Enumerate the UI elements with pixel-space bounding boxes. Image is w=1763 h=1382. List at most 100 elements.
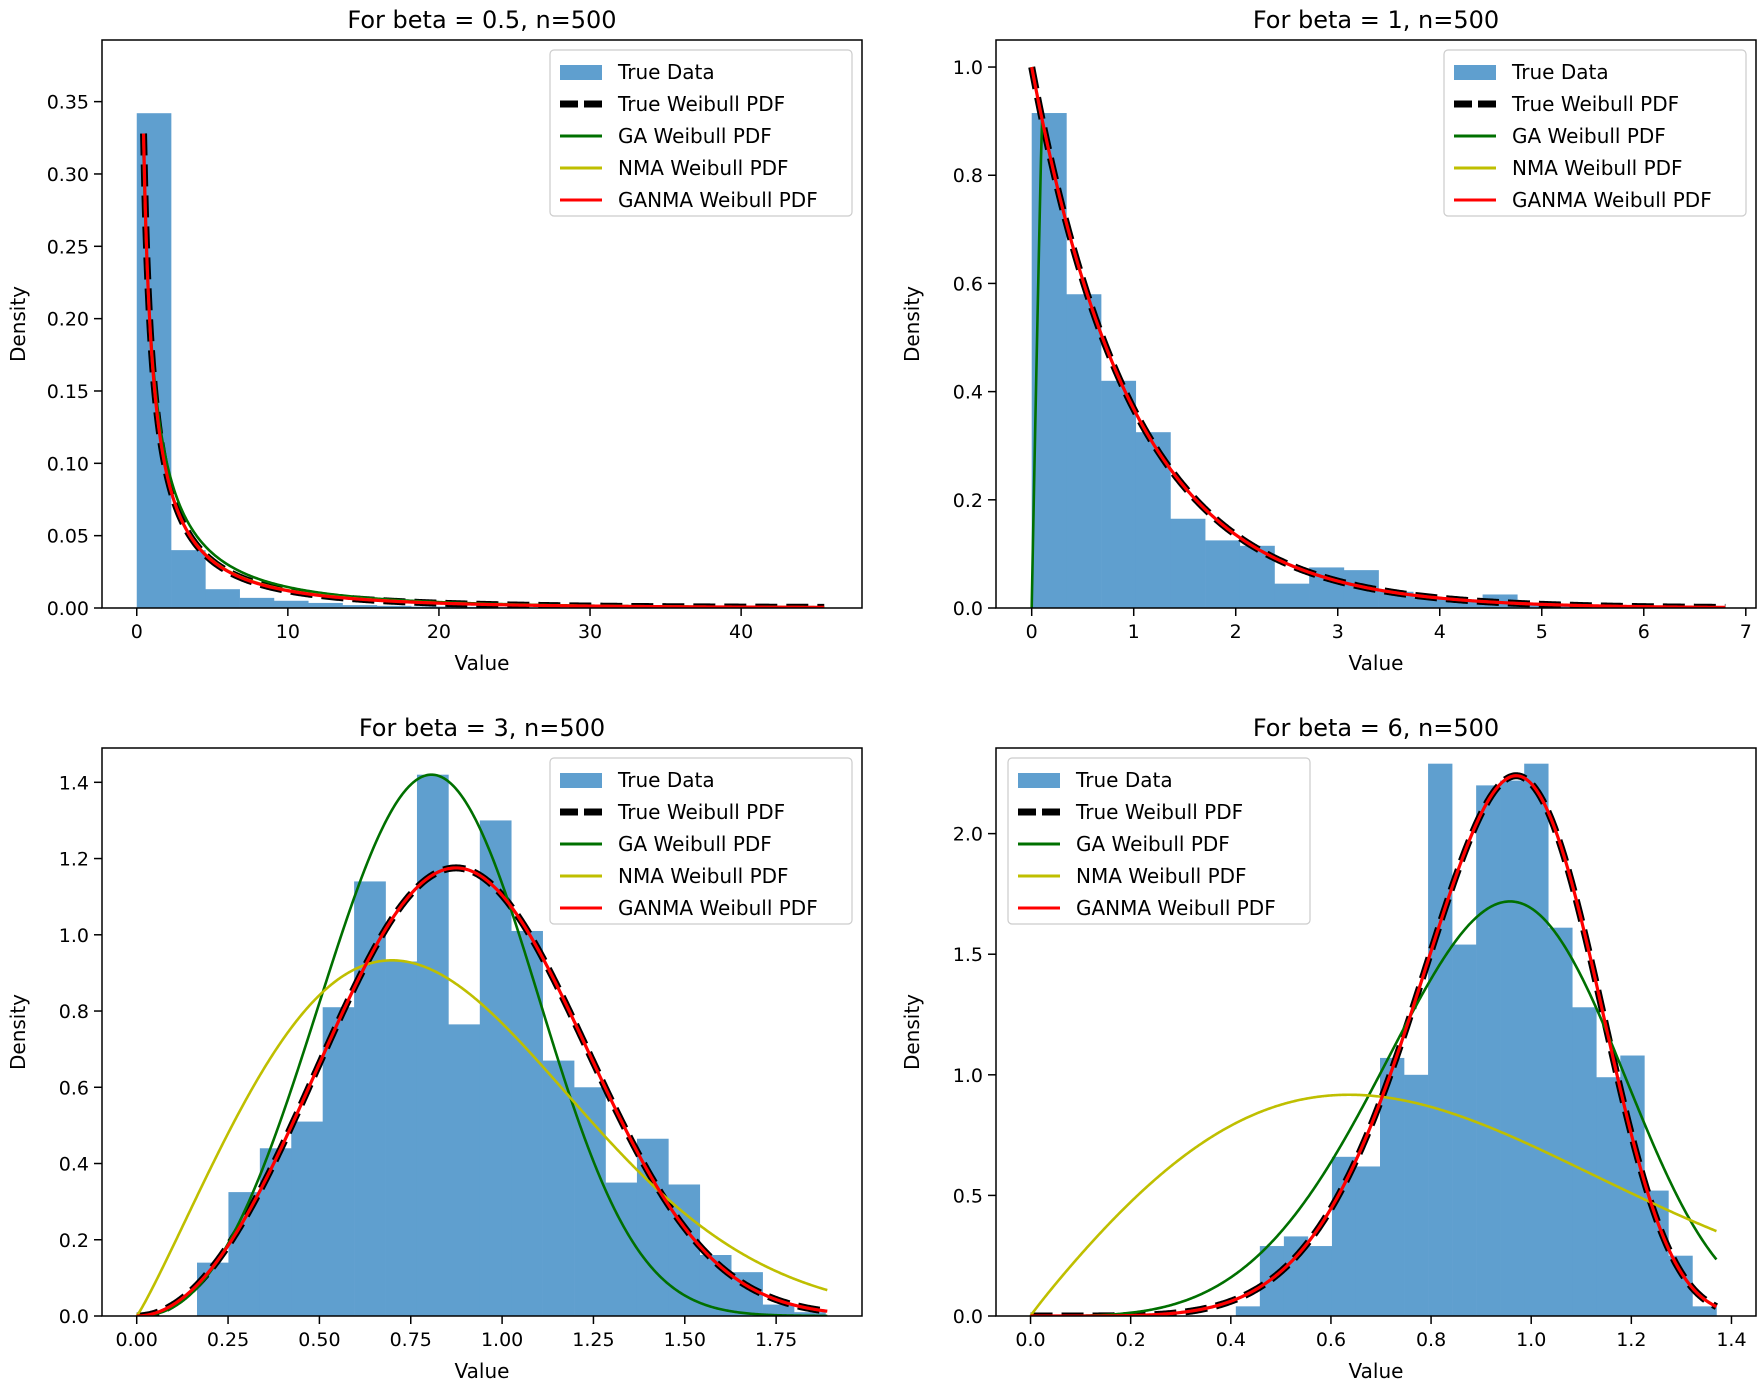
histogram-bar bbox=[1307, 1246, 1333, 1316]
histogram-bar bbox=[1692, 1306, 1717, 1316]
y-tick-label: 0.25 bbox=[47, 236, 89, 258]
legend-label: GANMA Weibull PDF bbox=[1512, 188, 1712, 212]
y-tick-label: 1.5 bbox=[953, 944, 983, 966]
y-tick-label: 0.2 bbox=[953, 490, 983, 512]
x-tick-label: 0.25 bbox=[207, 1329, 249, 1351]
legend-label: NMA Weibull PDF bbox=[618, 864, 789, 888]
histogram-bar bbox=[1596, 1077, 1621, 1316]
histogram-bar bbox=[1170, 518, 1206, 608]
legend: True Data True Weibull PDF GA Weibull PDF N… bbox=[549, 49, 853, 217]
y-tick-label: 0.05 bbox=[47, 526, 89, 548]
x-tick-label: 1.2 bbox=[1616, 1329, 1646, 1351]
y-tick-label: 0.8 bbox=[59, 1001, 89, 1023]
histogram-bar bbox=[1476, 785, 1501, 1316]
x-tick-label: 20 bbox=[427, 621, 451, 643]
ganma-weibull-pdf-line bbox=[136, 866, 828, 1316]
y-tick-label: 1.0 bbox=[953, 1065, 983, 1087]
histogram-bar bbox=[342, 605, 378, 608]
x-tick-label: 1.00 bbox=[481, 1329, 523, 1351]
y-tick-label: 0.8 bbox=[953, 165, 983, 187]
y-tick-label: 0.0 bbox=[953, 598, 983, 620]
histogram-bar bbox=[1548, 927, 1573, 1316]
histogram-bar bbox=[1066, 294, 1102, 608]
x-tick-label: 0.2 bbox=[1116, 1329, 1146, 1351]
y-tick-label: 1.0 bbox=[59, 925, 89, 947]
histogram-bar bbox=[1447, 599, 1483, 608]
ga-weibull-pdf-line bbox=[136, 773, 828, 1316]
x-tick-label: 0.6 bbox=[1316, 1329, 1346, 1351]
legend-handle-true-data bbox=[1454, 65, 1496, 80]
histogram-bar bbox=[1452, 944, 1477, 1316]
subplot-1: 0 10 20 30 40 0.00 0.05 0.10 0.15 0.20 0.25 0.30 0.3… bbox=[6, 6, 863, 675]
y-tick-label: 1.0 bbox=[953, 57, 983, 79]
x-tick-label: 0.00 bbox=[116, 1329, 158, 1351]
histogram-bar bbox=[1235, 1306, 1261, 1316]
x-tick-label: 1.75 bbox=[755, 1329, 797, 1351]
legend-box bbox=[549, 757, 853, 925]
histogram bbox=[1235, 763, 1717, 1316]
x-axis-label: Value bbox=[1349, 1359, 1404, 1382]
x-tick-label: 0 bbox=[131, 621, 143, 643]
nma-weibull-pdf-line bbox=[135, 959, 828, 1316]
chart-title: For beta = 6, n=500 bbox=[1253, 714, 1499, 742]
y-tick-label: 1.2 bbox=[59, 849, 89, 871]
histogram-bar bbox=[636, 1138, 669, 1316]
legend-label: GA Weibull PDF bbox=[1512, 124, 1666, 148]
x-tick-label: 10 bbox=[276, 621, 300, 643]
chart-title: For beta = 1, n=500 bbox=[1253, 6, 1499, 34]
x-tick-label: 7 bbox=[1740, 621, 1752, 643]
y-tick-label: 0.15 bbox=[47, 381, 89, 403]
ga-weibull-pdf-line bbox=[1030, 900, 1718, 1316]
legend-label: NMA Weibull PDF bbox=[1512, 156, 1683, 180]
x-tick-label: 0.75 bbox=[390, 1329, 432, 1351]
legend-box bbox=[1443, 49, 1747, 217]
legend: True Data True Weibull PDF GA Weibull PDF N… bbox=[549, 757, 853, 925]
histogram-bar bbox=[205, 589, 240, 608]
x-tick-label: 40 bbox=[729, 621, 753, 643]
histogram-bar bbox=[542, 1060, 575, 1316]
legend-label: GANMA Weibull PDF bbox=[1076, 896, 1276, 920]
x-tick-label: 1 bbox=[1128, 621, 1140, 643]
histogram bbox=[1031, 113, 1726, 608]
histogram-bar bbox=[1500, 780, 1525, 1316]
x-tick-label: 6 bbox=[1638, 621, 1650, 643]
pdf-lines bbox=[140, 133, 827, 608]
histogram-bar bbox=[1355, 1166, 1381, 1316]
legend-box bbox=[549, 49, 853, 217]
histogram-bar bbox=[416, 774, 449, 1316]
subplot-3: 0.00 0.25 0.50 0.75 1.00 1.25 1.50 1.75 0.0 0.2 0.… bbox=[6, 714, 863, 1382]
histogram-bar bbox=[259, 1148, 292, 1316]
y-tick-label: 0.6 bbox=[59, 1077, 89, 1099]
x-axis-label: Value bbox=[455, 651, 510, 675]
legend-label: True Weibull PDF bbox=[617, 92, 785, 116]
x-tick-label: 0.4 bbox=[1216, 1329, 1246, 1351]
x-tick-label: 1.25 bbox=[572, 1329, 614, 1351]
legend-label: GA Weibull PDF bbox=[618, 832, 772, 856]
y-tick-label: 0.6 bbox=[953, 273, 983, 295]
y-axis-label: Density bbox=[900, 994, 924, 1070]
y-tick-label: 0.5 bbox=[953, 1185, 983, 1207]
histogram-bar bbox=[273, 600, 309, 608]
y-tick-label: 2.0 bbox=[953, 824, 983, 846]
histogram-bar bbox=[171, 550, 206, 608]
x-tick-label: 0 bbox=[1026, 621, 1038, 643]
legend-handle-true-data bbox=[560, 65, 602, 80]
legend: True Data True Weibull PDF GA Weibull PDF N… bbox=[1007, 757, 1311, 925]
x-tick-label: 1.4 bbox=[1716, 1329, 1746, 1351]
legend-label: GA Weibull PDF bbox=[1076, 832, 1230, 856]
y-tick-label: 0.20 bbox=[47, 309, 89, 331]
legend-label: True Data bbox=[617, 60, 715, 84]
y-tick-label: 1.4 bbox=[59, 772, 89, 794]
x-tick-label: 4 bbox=[1434, 621, 1446, 643]
histogram-bar bbox=[322, 1007, 355, 1316]
chart-title: For beta = 0.5, n=500 bbox=[347, 6, 616, 34]
x-axis-label: Value bbox=[455, 1359, 510, 1382]
legend-box bbox=[1007, 757, 1311, 925]
pdf-lines bbox=[1028, 66, 1728, 608]
y-tick-label: 0.2 bbox=[59, 1230, 89, 1252]
y-tick-label: 0.10 bbox=[47, 453, 89, 475]
histogram-bar bbox=[1524, 763, 1549, 1316]
legend-label: True Data bbox=[1511, 60, 1609, 84]
histogram-bar bbox=[308, 602, 343, 608]
x-tick-label: 3 bbox=[1332, 621, 1344, 643]
